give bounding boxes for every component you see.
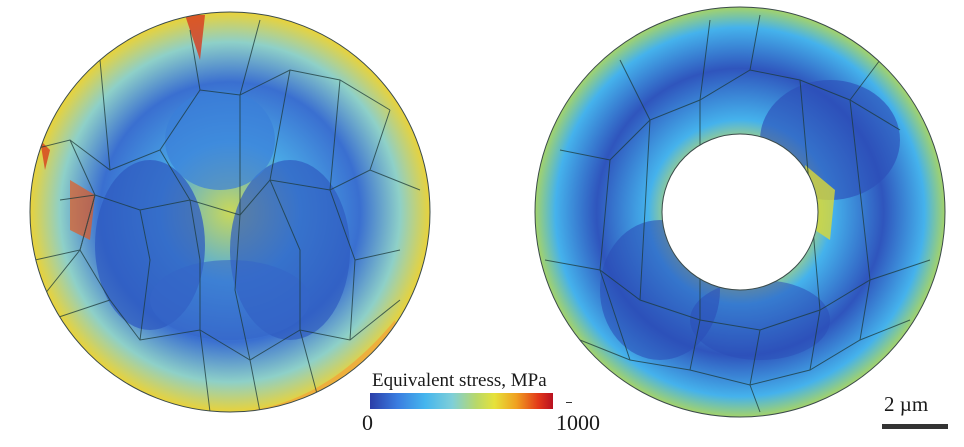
- colorbar-max-label: 1000: [556, 410, 600, 435]
- colorbar-min-label: 0: [362, 410, 373, 435]
- colorbar-title: Equivalent stress, MPa: [372, 370, 547, 391]
- center-hole: [661, 133, 819, 291]
- colorbar-tick-mark: [566, 402, 572, 403]
- scale-bar: [882, 424, 948, 429]
- solid-disk-panel: [29, 11, 431, 413]
- scale-bar-label: 2 µm: [884, 392, 929, 416]
- annular-disk-panel: [534, 6, 946, 418]
- colorbar: [370, 393, 553, 409]
